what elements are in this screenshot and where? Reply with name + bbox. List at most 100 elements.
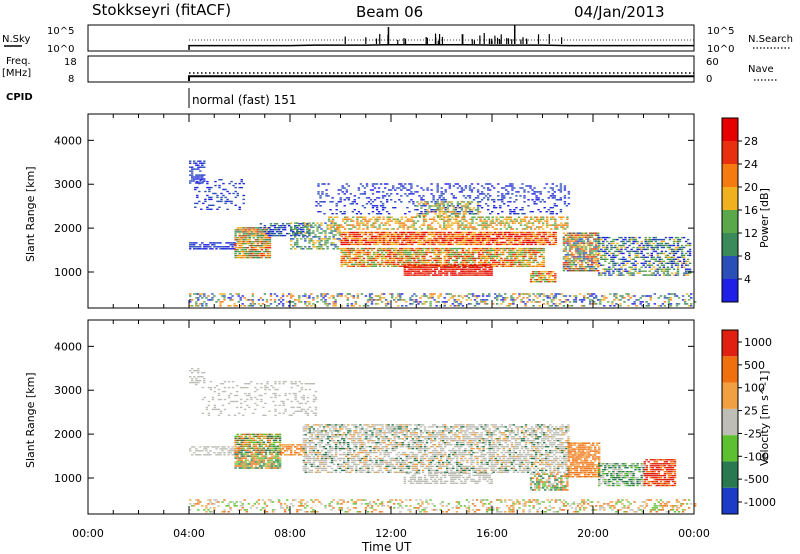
power-cell bbox=[348, 261, 351, 264]
power-cell bbox=[542, 249, 545, 252]
power-cell bbox=[429, 297, 432, 299]
power-cell bbox=[395, 257, 398, 260]
power-cell bbox=[366, 231, 370, 234]
power-cell bbox=[512, 251, 515, 254]
power-cell bbox=[580, 266, 584, 268]
power-cell bbox=[455, 237, 458, 240]
power-cell bbox=[508, 265, 511, 267]
power-cell bbox=[612, 246, 615, 249]
power-cell bbox=[205, 248, 208, 250]
power-cell bbox=[491, 220, 494, 222]
power-cell bbox=[476, 201, 480, 203]
power-cell bbox=[498, 237, 501, 240]
power-cell bbox=[391, 293, 394, 295]
power-cell bbox=[500, 265, 503, 267]
power-cell bbox=[546, 222, 549, 224]
power-cell bbox=[477, 239, 481, 242]
power-cell bbox=[246, 243, 249, 245]
power-cell bbox=[374, 265, 378, 267]
power-cell bbox=[578, 234, 582, 236]
power-cell bbox=[602, 258, 605, 260]
power-cell bbox=[678, 240, 682, 243]
power-cell bbox=[362, 259, 366, 262]
power-cell bbox=[384, 241, 388, 244]
power-cell bbox=[352, 259, 355, 262]
power-cell bbox=[371, 211, 375, 213]
power-cell bbox=[208, 204, 211, 206]
power-cell bbox=[191, 178, 194, 180]
power-cell bbox=[531, 275, 535, 277]
power-cell bbox=[238, 247, 241, 249]
power-cell bbox=[672, 250, 676, 253]
power-cell bbox=[474, 209, 478, 211]
power-cell bbox=[204, 190, 207, 193]
power-cell bbox=[397, 249, 400, 252]
power-cell bbox=[327, 224, 331, 226]
power-cell bbox=[525, 216, 529, 218]
power-cell bbox=[624, 246, 627, 249]
power-cell bbox=[464, 203, 468, 205]
power-cell bbox=[413, 257, 416, 260]
power-cell bbox=[312, 240, 315, 242]
power-cell bbox=[401, 251, 404, 254]
power-cell bbox=[308, 246, 311, 248]
power-cell bbox=[312, 232, 315, 234]
power-cell bbox=[316, 301, 319, 303]
power-cell bbox=[481, 233, 485, 236]
power-cell bbox=[193, 178, 196, 180]
power-cell bbox=[406, 218, 410, 220]
power-cell bbox=[358, 249, 362, 252]
power-cell bbox=[409, 239, 412, 242]
power-cell bbox=[405, 231, 408, 234]
power-cell bbox=[524, 247, 527, 250]
power-cell bbox=[350, 305, 353, 307]
power-cell bbox=[595, 256, 598, 258]
power-cell bbox=[418, 215, 421, 217]
power-cell bbox=[364, 239, 368, 242]
power-cell bbox=[356, 265, 360, 267]
power-cell bbox=[682, 254, 686, 257]
power-cell bbox=[234, 235, 237, 237]
power-cell bbox=[496, 239, 499, 242]
power-cell bbox=[557, 189, 560, 191]
power-cell bbox=[444, 270, 447, 272]
power-cell bbox=[488, 257, 491, 260]
power-cell bbox=[471, 226, 474, 228]
power-cell bbox=[509, 220, 513, 222]
power-cell bbox=[551, 211, 554, 213]
power-cell bbox=[352, 247, 355, 250]
power-cell bbox=[346, 243, 349, 246]
power-cell bbox=[366, 301, 370, 303]
power-cell bbox=[235, 305, 238, 307]
power-cell bbox=[483, 237, 487, 240]
power-cell bbox=[432, 218, 436, 220]
power-cell bbox=[510, 251, 513, 254]
power-cell bbox=[344, 255, 347, 258]
power-cell bbox=[578, 248, 582, 250]
power-cell bbox=[271, 234, 275, 237]
power-cell bbox=[423, 235, 426, 238]
power-cell bbox=[324, 230, 327, 232]
power-cell bbox=[457, 228, 460, 230]
power-cell bbox=[322, 244, 325, 246]
power-cell bbox=[459, 303, 463, 305]
power-cell bbox=[526, 235, 529, 238]
power-cell bbox=[387, 231, 390, 234]
power-cell bbox=[446, 215, 449, 217]
power-cell bbox=[533, 187, 536, 189]
power-cell bbox=[514, 239, 517, 242]
power-cell bbox=[356, 241, 360, 244]
power-cell bbox=[461, 233, 465, 236]
power-cell bbox=[624, 258, 627, 260]
power-cell bbox=[336, 232, 339, 234]
power-cell bbox=[435, 257, 438, 260]
power-cell bbox=[425, 274, 429, 276]
power-cell bbox=[536, 265, 539, 267]
power-cell bbox=[510, 239, 513, 242]
power-cell bbox=[626, 260, 629, 262]
power-cell bbox=[684, 272, 688, 274]
power-cell bbox=[487, 205, 490, 207]
power-cell bbox=[304, 295, 307, 297]
power-cell bbox=[364, 253, 368, 256]
power-cell bbox=[393, 257, 396, 260]
